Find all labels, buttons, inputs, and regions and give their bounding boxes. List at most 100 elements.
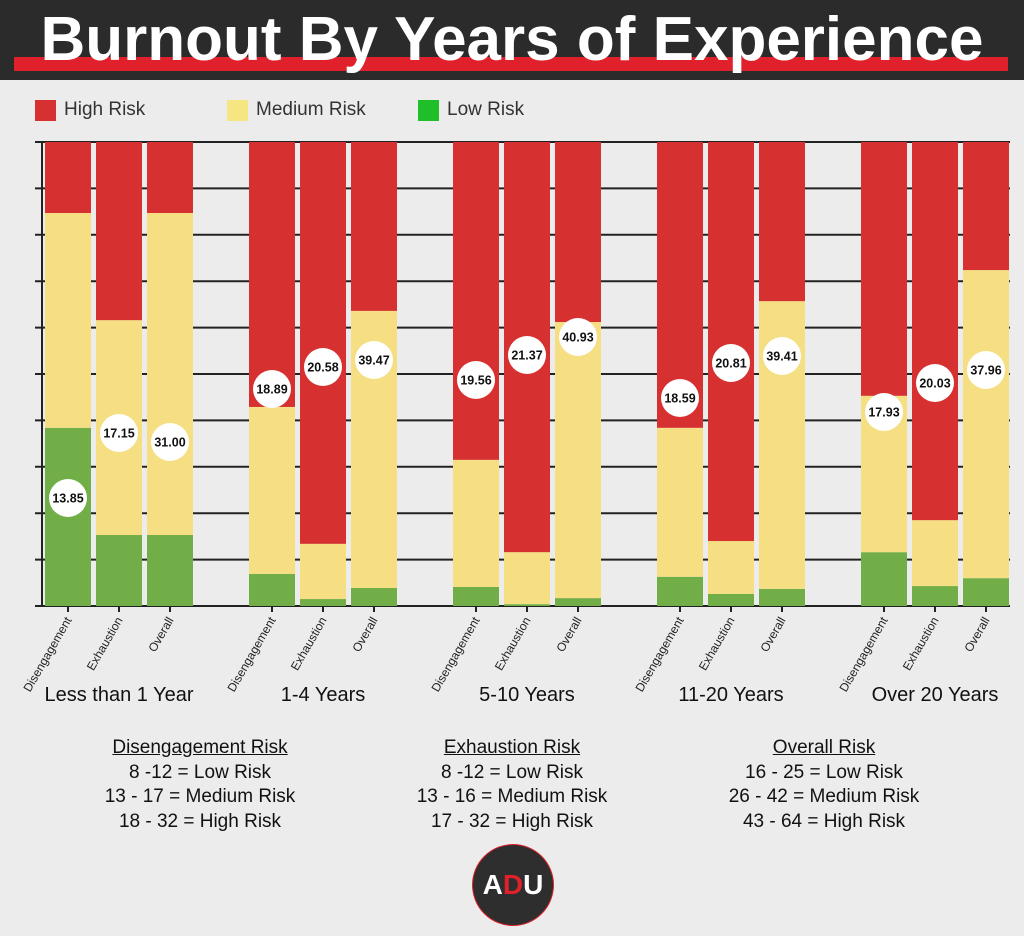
value-bubble — [253, 370, 291, 408]
bar-segment-high — [96, 142, 142, 321]
legend-medium-risk: Medium Risk — [227, 99, 366, 121]
category-label: Disengagement — [20, 614, 74, 694]
category-label: Overall — [961, 615, 992, 655]
bar-segment-medium — [249, 406, 295, 574]
legend-label: Medium Risk — [256, 99, 366, 120]
bar-segment-low — [351, 587, 397, 606]
key-line: 13 - 16 = Medium Risk — [416, 786, 608, 807]
bar-segment-low — [453, 586, 499, 606]
value-bubble — [355, 341, 393, 379]
legend-swatch-medium — [227, 99, 248, 121]
key-line: 8 -12 = Low Risk — [440, 761, 584, 783]
bar-segment-low — [249, 573, 295, 606]
bar-segment-high — [300, 142, 346, 544]
logo-letter: U — [523, 869, 544, 900]
bar-segment-medium — [708, 541, 754, 594]
bar-segment-high — [249, 142, 295, 407]
category-label: Overall — [553, 615, 584, 655]
category-label: Overall — [349, 615, 380, 655]
value-label: 19.56 — [460, 374, 491, 388]
category-label: Exhaustion — [900, 615, 942, 673]
title-bar: Burnout By Years of Experience — [0, 0, 1024, 80]
legend-low-risk: Low Risk — [418, 99, 524, 121]
bar-segment-high — [912, 142, 958, 521]
value-label: 17.93 — [868, 406, 899, 420]
value-label: 39.47 — [358, 354, 389, 368]
legend-high-risk: High Risk — [35, 99, 145, 121]
bar-segment-medium — [300, 543, 346, 600]
value-label: 21.37 — [511, 349, 542, 363]
value-label: 20.81 — [715, 357, 746, 371]
bar-segment-high — [759, 142, 805, 302]
category-label: Exhaustion — [696, 615, 738, 673]
bar-segment-medium — [453, 459, 499, 587]
value-label: 20.03 — [919, 377, 950, 391]
key-exhaustion: Exhaustion Risk 8 -12 = Low Risk 13 - 16… — [362, 736, 662, 834]
bar-segment-low — [759, 588, 805, 606]
value-label: 31.00 — [154, 436, 185, 450]
bar-segment-low — [912, 586, 958, 606]
group-label: 11-20 Years — [678, 684, 783, 706]
value-label: 39.41 — [766, 350, 797, 364]
value-bubble — [916, 364, 954, 402]
legend-label: High Risk — [64, 99, 146, 120]
group-label: Less than 1 Year — [44, 684, 193, 706]
value-bubble — [559, 318, 597, 356]
key-line: 26 - 42 = Medium Risk — [728, 786, 920, 807]
bar-segment-low — [861, 552, 907, 606]
key-heading: Exhaustion Risk — [443, 737, 581, 758]
bar-segment-low — [963, 578, 1009, 606]
value-label: 17.15 — [103, 427, 134, 441]
key-line: 8 -12 = Low Risk — [128, 761, 272, 783]
value-bubble — [49, 479, 87, 517]
category-label: Disengagement — [428, 614, 482, 694]
bar-segment-high — [555, 142, 601, 323]
value-bubble — [100, 414, 138, 452]
legend-swatch-low — [418, 99, 439, 121]
bar-segment-high — [453, 142, 499, 460]
bar-segment-low — [96, 535, 142, 606]
value-label: 37.96 — [970, 364, 1001, 378]
value-bubble — [712, 344, 750, 382]
bar-segment-medium — [657, 427, 703, 577]
bar-segment-medium — [555, 322, 601, 599]
bar-segment-high — [708, 142, 754, 542]
chart-title: Burnout By Years of Experience — [40, 5, 984, 74]
category-label: Disengagement — [632, 614, 686, 694]
bar-segment-high — [861, 142, 907, 396]
value-bubble — [304, 348, 342, 386]
bar-segment-high — [45, 142, 91, 213]
key-line: 16 - 25 = Low Risk — [745, 761, 903, 783]
value-label: 20.58 — [307, 361, 338, 375]
group-label: 5-10 Years — [479, 684, 575, 706]
bar-segment-medium — [912, 520, 958, 587]
category-label: Exhaustion — [84, 615, 126, 673]
key-line: 18 - 32 = High Risk — [118, 810, 282, 832]
key-heading: Overall Risk — [772, 737, 876, 758]
category-label: Overall — [145, 615, 176, 655]
value-label: 40.93 — [562, 331, 593, 345]
value-bubble — [763, 337, 801, 375]
value-bubble — [661, 379, 699, 417]
category-label: Exhaustion — [288, 615, 330, 673]
logo-letter: A — [482, 869, 503, 900]
value-label: 18.59 — [664, 392, 695, 406]
category-label: Disengagement — [224, 614, 278, 694]
bar-segment-low — [300, 599, 346, 606]
legend-label: Low Risk — [447, 99, 525, 120]
legend-swatch-high — [35, 99, 56, 121]
bar-segment-high — [963, 142, 1009, 271]
key-heading: Disengagement Risk — [112, 737, 288, 758]
key-line: 43 - 64 = High Risk — [742, 810, 906, 832]
value-bubble — [967, 351, 1005, 389]
stacked-bar-chart: Disengagement 13.85 Exhaustion 17.15 Overall… — [20, 141, 1010, 706]
group-label: Over 20 Years — [872, 684, 999, 706]
bar-segment-low — [147, 535, 193, 606]
key-overall: Overall Risk 16 - 25 = Low Risk 26 - 42 … — [674, 736, 974, 834]
value-bubble — [151, 423, 189, 461]
logo-letter: D — [502, 869, 524, 900]
value-bubble — [508, 336, 546, 374]
bar-segment-low — [504, 604, 550, 606]
category-label: Overall — [757, 615, 788, 655]
bar-segment-high — [351, 142, 397, 311]
